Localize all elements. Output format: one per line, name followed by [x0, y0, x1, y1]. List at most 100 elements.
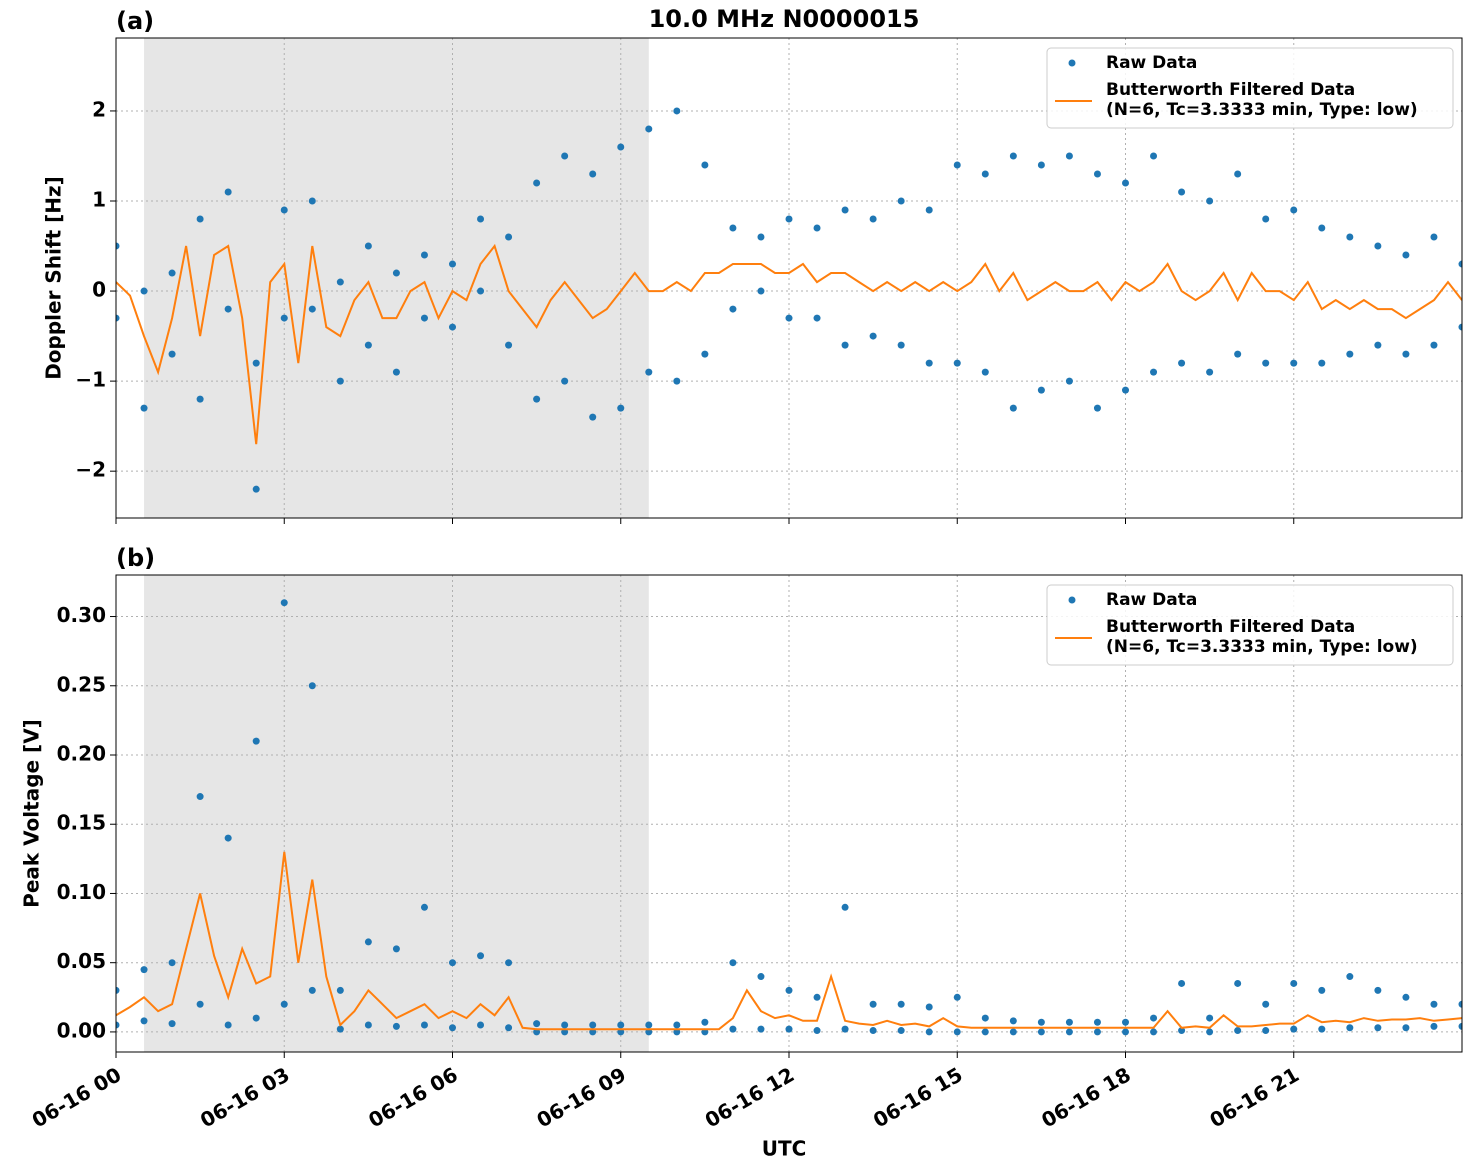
- raw-point: [308, 197, 316, 205]
- raw-point: [420, 903, 428, 911]
- raw-point: [252, 359, 260, 367]
- raw-point: [953, 993, 961, 1001]
- y-tick-label: 0.25: [57, 672, 106, 696]
- raw-point: [1065, 1018, 1073, 1026]
- raw-point: [196, 1000, 204, 1008]
- raw-point: [1402, 993, 1410, 1001]
- x-tick-label: 06-16 18: [1037, 1062, 1135, 1132]
- raw-point: [224, 188, 232, 196]
- raw-point: [561, 152, 569, 160]
- raw-point: [1206, 197, 1214, 205]
- raw-point: [1009, 152, 1017, 160]
- raw-point: [617, 404, 625, 412]
- raw-point: [477, 287, 485, 295]
- raw-point: [420, 251, 428, 259]
- raw-point: [841, 903, 849, 911]
- raw-point: [729, 1025, 737, 1033]
- raw-point: [505, 341, 513, 349]
- x-tick-label: 06-16 21: [1205, 1062, 1303, 1132]
- raw-point: [981, 368, 989, 376]
- raw-point: [1178, 979, 1186, 987]
- raw-point: [813, 224, 821, 232]
- y-tick-label: 0.05: [57, 949, 106, 973]
- raw-point: [925, 1003, 933, 1011]
- raw-point: [981, 170, 989, 178]
- raw-point: [1290, 979, 1298, 987]
- raw-point: [505, 959, 513, 967]
- raw-point: [1009, 404, 1017, 412]
- raw-point: [533, 179, 541, 187]
- raw-point: [1009, 1017, 1017, 1025]
- raw-point: [673, 107, 681, 115]
- raw-point: [1150, 368, 1158, 376]
- raw-point: [1037, 161, 1045, 169]
- raw-point: [1430, 341, 1438, 349]
- raw-point: [1374, 242, 1382, 250]
- legend-label: Raw Data: [1106, 590, 1197, 610]
- raw-point: [813, 314, 821, 322]
- legend-label-line: Butterworth Filtered Data: [1106, 617, 1355, 637]
- y-axis-label: Peak Voltage [V]: [20, 719, 44, 908]
- raw-point: [617, 1021, 625, 1029]
- raw-point: [1346, 350, 1354, 358]
- legend-label: Butterworth Filtered Data (N=6, Tc=3.3333…: [1106, 617, 1418, 657]
- raw-point: [449, 260, 456, 268]
- raw-point: [1093, 1028, 1101, 1036]
- raw-point: [1009, 1028, 1017, 1036]
- raw-point: [645, 368, 653, 376]
- raw-point: [1122, 386, 1129, 394]
- raw-point: [1318, 986, 1326, 994]
- raw-point: [1458, 1000, 1462, 1008]
- raw-point: [561, 1021, 569, 1029]
- raw-point: [757, 233, 765, 241]
- raw-point: [1318, 1025, 1326, 1033]
- raw-point: [1178, 359, 1186, 367]
- raw-point: [1346, 1024, 1354, 1032]
- panel-label: (b): [116, 544, 155, 572]
- raw-point: [1178, 188, 1186, 196]
- plot-frame: [115, 574, 1463, 1053]
- raw-point: [1150, 1014, 1158, 1022]
- raw-point: [1206, 1014, 1214, 1022]
- raw-point: [1206, 368, 1214, 376]
- raw-point: [785, 215, 793, 223]
- raw-point: [869, 1000, 877, 1008]
- raw-point: [1374, 1024, 1382, 1032]
- raw-point: [336, 1025, 344, 1033]
- raw-point: [140, 287, 148, 295]
- raw-point: [1150, 1028, 1158, 1036]
- raw-point: [1458, 260, 1462, 268]
- raw-point: [561, 377, 569, 385]
- raw-point: [1206, 1028, 1214, 1036]
- raw-point: [1065, 152, 1073, 160]
- raw-point: [981, 1028, 989, 1036]
- raw-point: [841, 1025, 849, 1033]
- raw-point: [224, 305, 232, 313]
- raw-point: [701, 1018, 709, 1026]
- raw-point: [701, 350, 709, 358]
- raw-point: [1065, 1028, 1073, 1036]
- raw-point: [420, 1021, 428, 1029]
- raw-point: [1458, 323, 1462, 331]
- raw-point: [1402, 251, 1410, 259]
- raw-point: [645, 1021, 653, 1029]
- raw-point: [1402, 350, 1410, 358]
- raw-point: [981, 1014, 989, 1022]
- raw-point: [1150, 152, 1158, 160]
- raw-point: [925, 206, 933, 214]
- raw-point: [785, 1025, 793, 1033]
- raw-point: [729, 305, 737, 313]
- raw-point: [477, 952, 485, 960]
- legend-label-line: (N=6, Tc=3.3333 min, Type: low): [1106, 100, 1418, 120]
- raw-point: [841, 341, 849, 349]
- y-tick-label: −1: [75, 368, 106, 392]
- y-tick-label: −2: [75, 458, 106, 482]
- raw-point: [673, 377, 681, 385]
- raw-point: [757, 973, 765, 981]
- raw-point: [392, 269, 400, 277]
- raw-point: [449, 959, 456, 967]
- raw-point: [224, 834, 232, 842]
- raw-point: [869, 332, 877, 340]
- raw-point: [1262, 359, 1270, 367]
- raw-point: [392, 368, 400, 376]
